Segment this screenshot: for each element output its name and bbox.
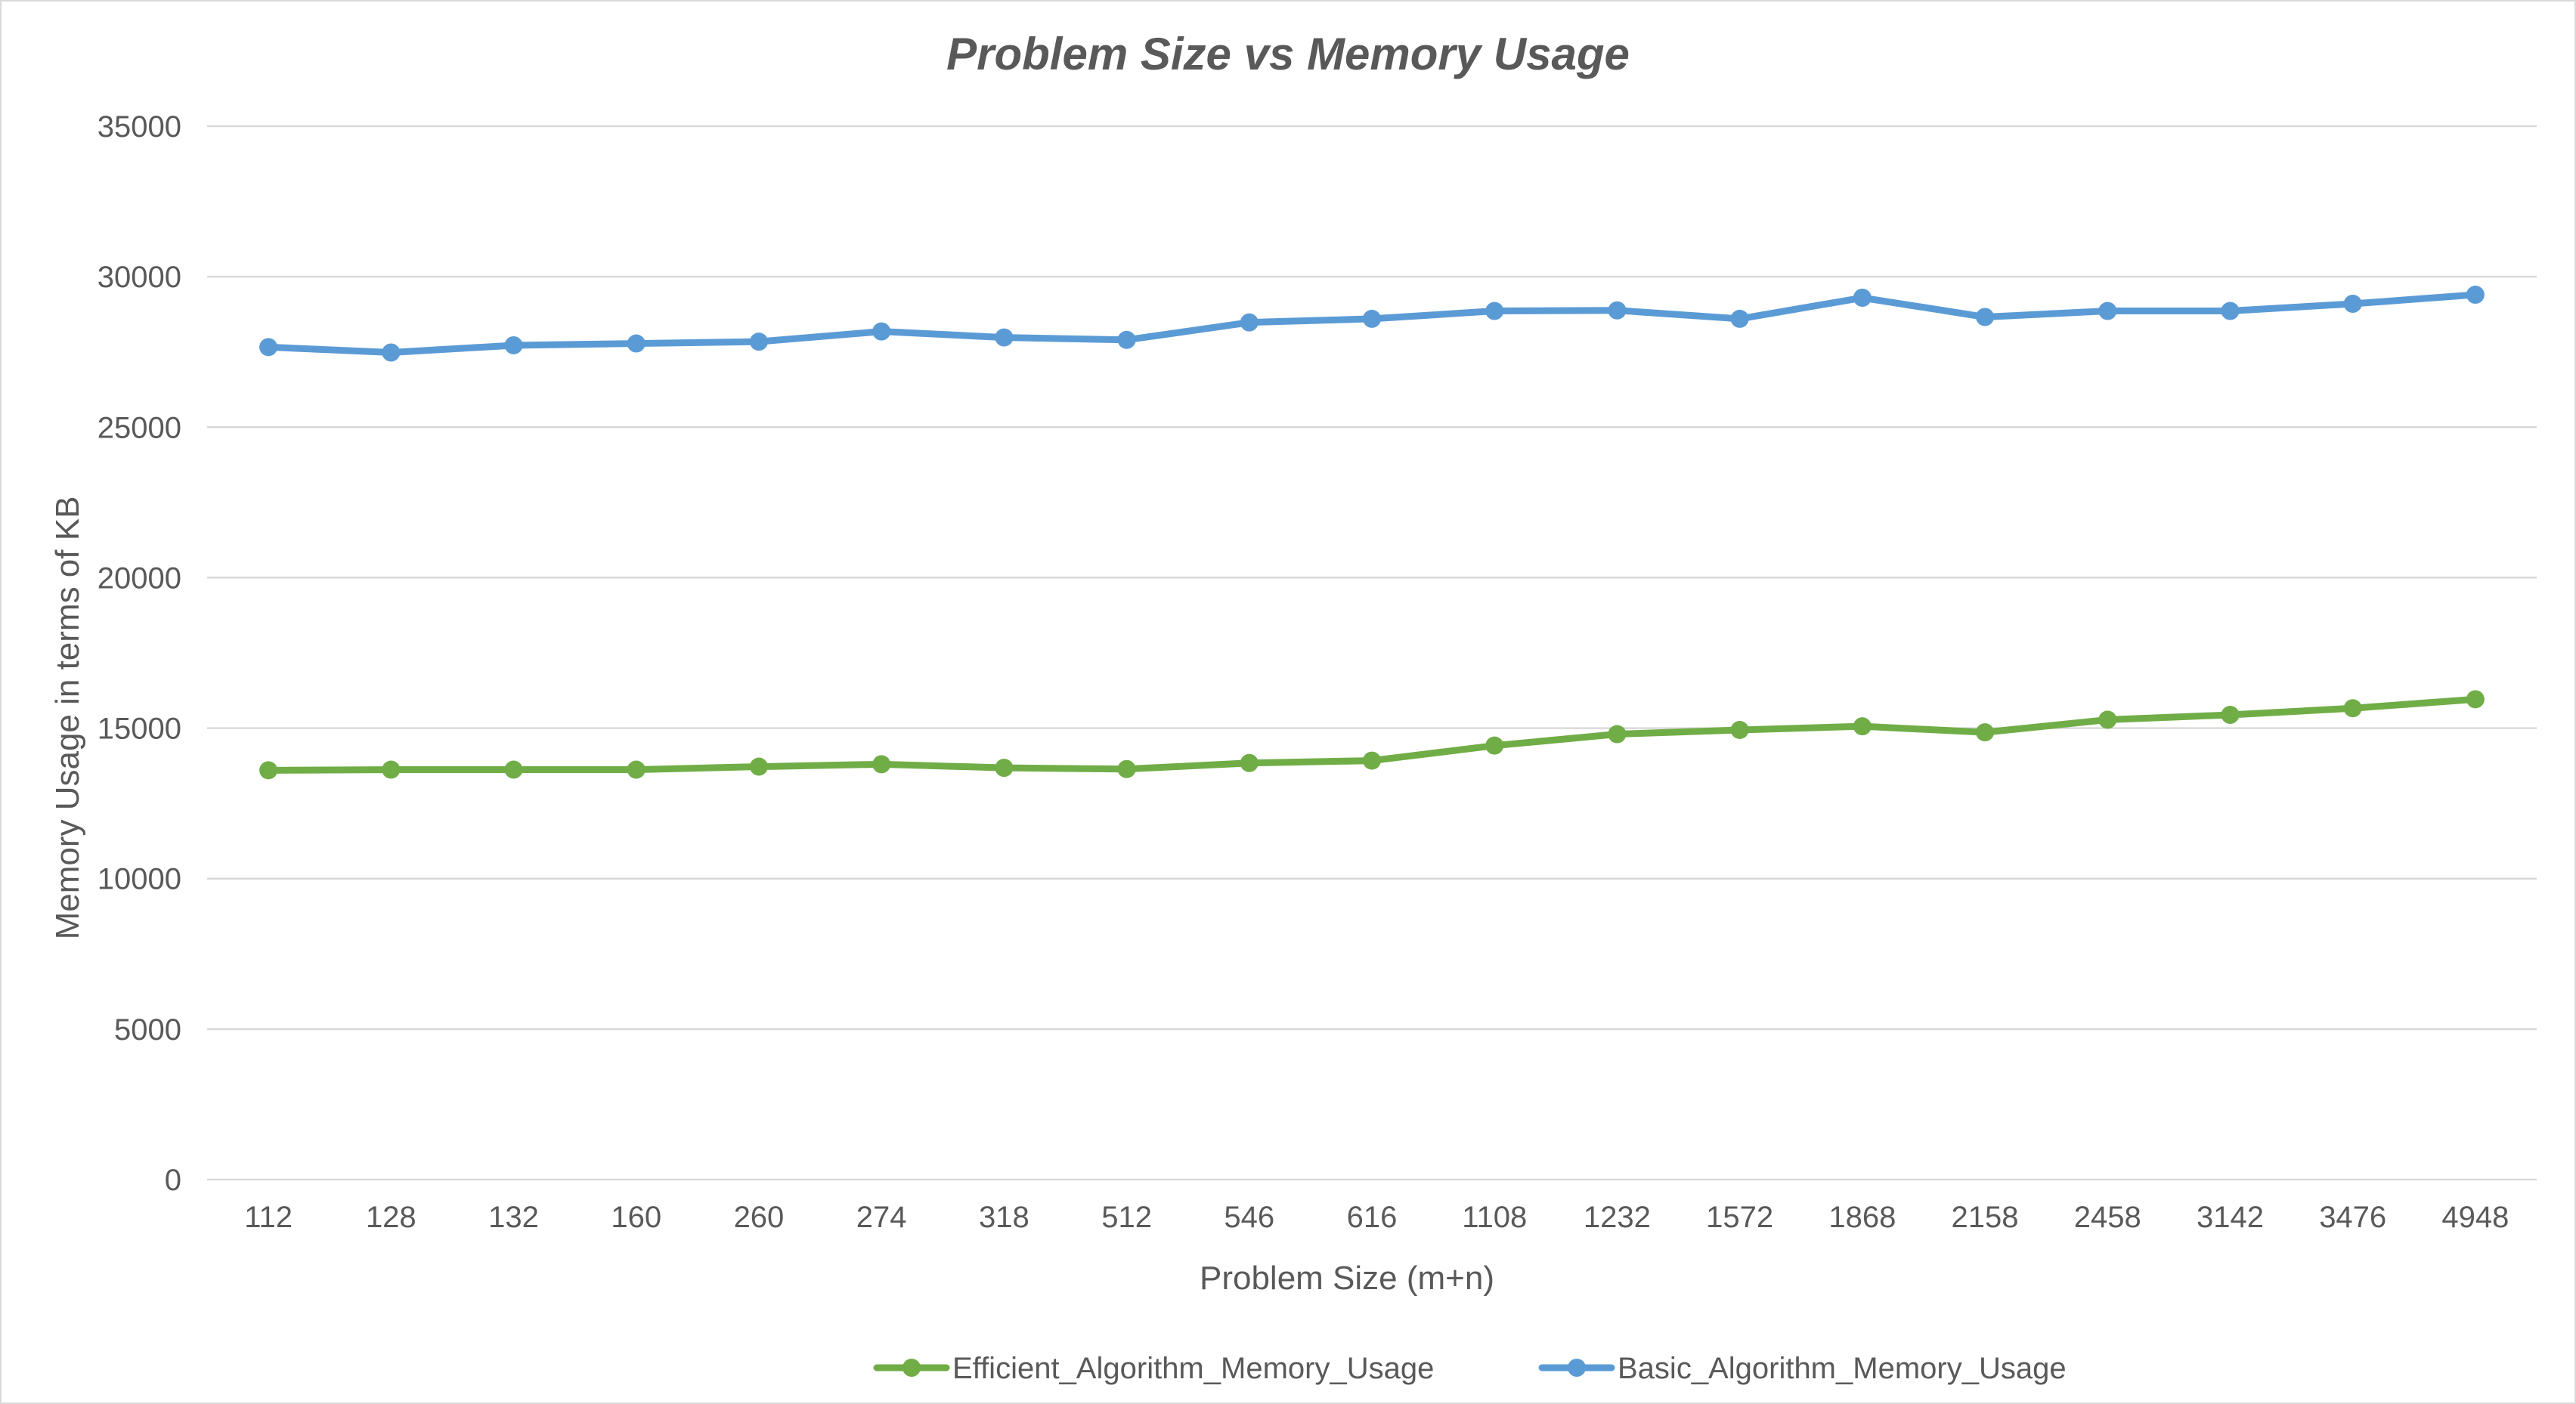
data-point xyxy=(1608,301,1627,320)
data-point xyxy=(2221,706,2240,725)
x-axis-ticks: 112 128 132 160 260 274 318 512 546 616 1108 1232 15… xyxy=(244,1201,2509,1234)
data-point xyxy=(2098,710,2117,729)
x-tick-label: 132 xyxy=(488,1201,539,1234)
data-point xyxy=(872,322,891,341)
data-point xyxy=(2466,690,2485,709)
x-tick-label: 112 xyxy=(244,1201,293,1234)
x-tick-label: 546 xyxy=(1224,1201,1274,1234)
y-tick-label: 35000 xyxy=(98,110,181,144)
legend-label: Basic_Algorithm_Memory_Usage xyxy=(1618,1352,2067,1385)
series-layer xyxy=(259,286,2485,780)
data-point xyxy=(1240,313,1259,332)
data-point xyxy=(1730,720,1749,739)
x-tick-label: 512 xyxy=(1101,1201,1152,1234)
data-point xyxy=(2343,294,2362,313)
x-tick-label: 1868 xyxy=(1828,1201,1896,1234)
legend-item: Efficient_Algorithm_Memory_Usage xyxy=(873,1352,1434,1385)
data-point xyxy=(1363,751,1381,770)
y-tick-label: 30000 xyxy=(98,261,181,294)
x-tick-label: 318 xyxy=(979,1201,1029,1234)
x-tick-label: 128 xyxy=(366,1201,416,1234)
data-point xyxy=(1608,725,1627,744)
data-point xyxy=(2343,699,2362,718)
x-tick-label: 4948 xyxy=(2441,1201,2509,1234)
data-point xyxy=(627,334,646,353)
legend: Efficient_Algorithm_Memory_Usage Basic_Al… xyxy=(873,1352,2067,1385)
x-tick-label: 1232 xyxy=(1584,1201,1651,1234)
y-tick-label: 15000 xyxy=(98,713,181,746)
y-tick-label: 0 xyxy=(165,1164,181,1197)
x-tick-label: 1572 xyxy=(1706,1201,1773,1234)
data-point xyxy=(627,760,646,779)
data-point xyxy=(504,336,523,354)
data-point xyxy=(2466,286,2485,305)
data-point xyxy=(1485,736,1504,755)
gridlines xyxy=(207,125,2537,1181)
data-point xyxy=(1485,302,1504,320)
x-tick-label: 160 xyxy=(611,1201,661,1234)
data-point xyxy=(1117,759,1136,778)
data-point xyxy=(1976,723,1995,742)
data-point xyxy=(1853,289,1872,308)
x-tick-label: 3142 xyxy=(2197,1201,2264,1234)
data-point xyxy=(504,760,523,779)
legend-item: Basic_Algorithm_Memory_Usage xyxy=(1538,1352,2067,1385)
data-point xyxy=(1240,753,1259,772)
data-point xyxy=(749,757,768,776)
series-2 xyxy=(259,286,2485,362)
data-point xyxy=(382,343,401,362)
data-point xyxy=(995,328,1014,347)
data-point xyxy=(1730,309,1749,328)
data-point xyxy=(995,759,1014,778)
data-point xyxy=(382,760,401,779)
x-tick-label: 274 xyxy=(856,1201,907,1234)
data-point xyxy=(259,761,278,780)
x-tick-label: 3476 xyxy=(2319,1201,2386,1234)
x-tick-label: 2158 xyxy=(1952,1201,2019,1234)
x-tick-label: 260 xyxy=(734,1201,785,1234)
x-tick-label: 616 xyxy=(1347,1201,1398,1234)
y-tick-label: 10000 xyxy=(98,863,181,896)
data-point xyxy=(1976,308,1995,326)
chart-title: Problem Size vs Memory Usage xyxy=(946,29,1630,79)
y-axis-title: Memory Usage in terms of KB xyxy=(49,496,86,940)
x-axis-title: Problem Size (m+n) xyxy=(1200,1260,1494,1297)
data-point xyxy=(1117,330,1136,349)
x-tick-label: 1108 xyxy=(1462,1201,1527,1234)
data-point xyxy=(1853,717,1872,736)
data-point xyxy=(2221,302,2240,320)
y-tick-label: 5000 xyxy=(114,1013,181,1047)
y-tick-label: 20000 xyxy=(98,561,181,595)
legend-swatch-marker xyxy=(903,1359,921,1377)
data-point xyxy=(872,755,891,774)
legend-label: Efficient_Algorithm_Memory_Usage xyxy=(952,1352,1434,1385)
data-point xyxy=(259,338,278,357)
data-point xyxy=(2098,302,2117,320)
x-tick-label: 2458 xyxy=(2074,1201,2141,1234)
legend-swatch-marker xyxy=(1568,1359,1586,1377)
y-axis-ticks: 0 5000 10000 15000 20000 25000 30000 35000 xyxy=(98,110,181,1197)
y-tick-label: 25000 xyxy=(98,411,181,444)
data-point xyxy=(749,332,768,351)
series-1 xyxy=(259,690,2485,780)
data-point xyxy=(1363,309,1381,328)
